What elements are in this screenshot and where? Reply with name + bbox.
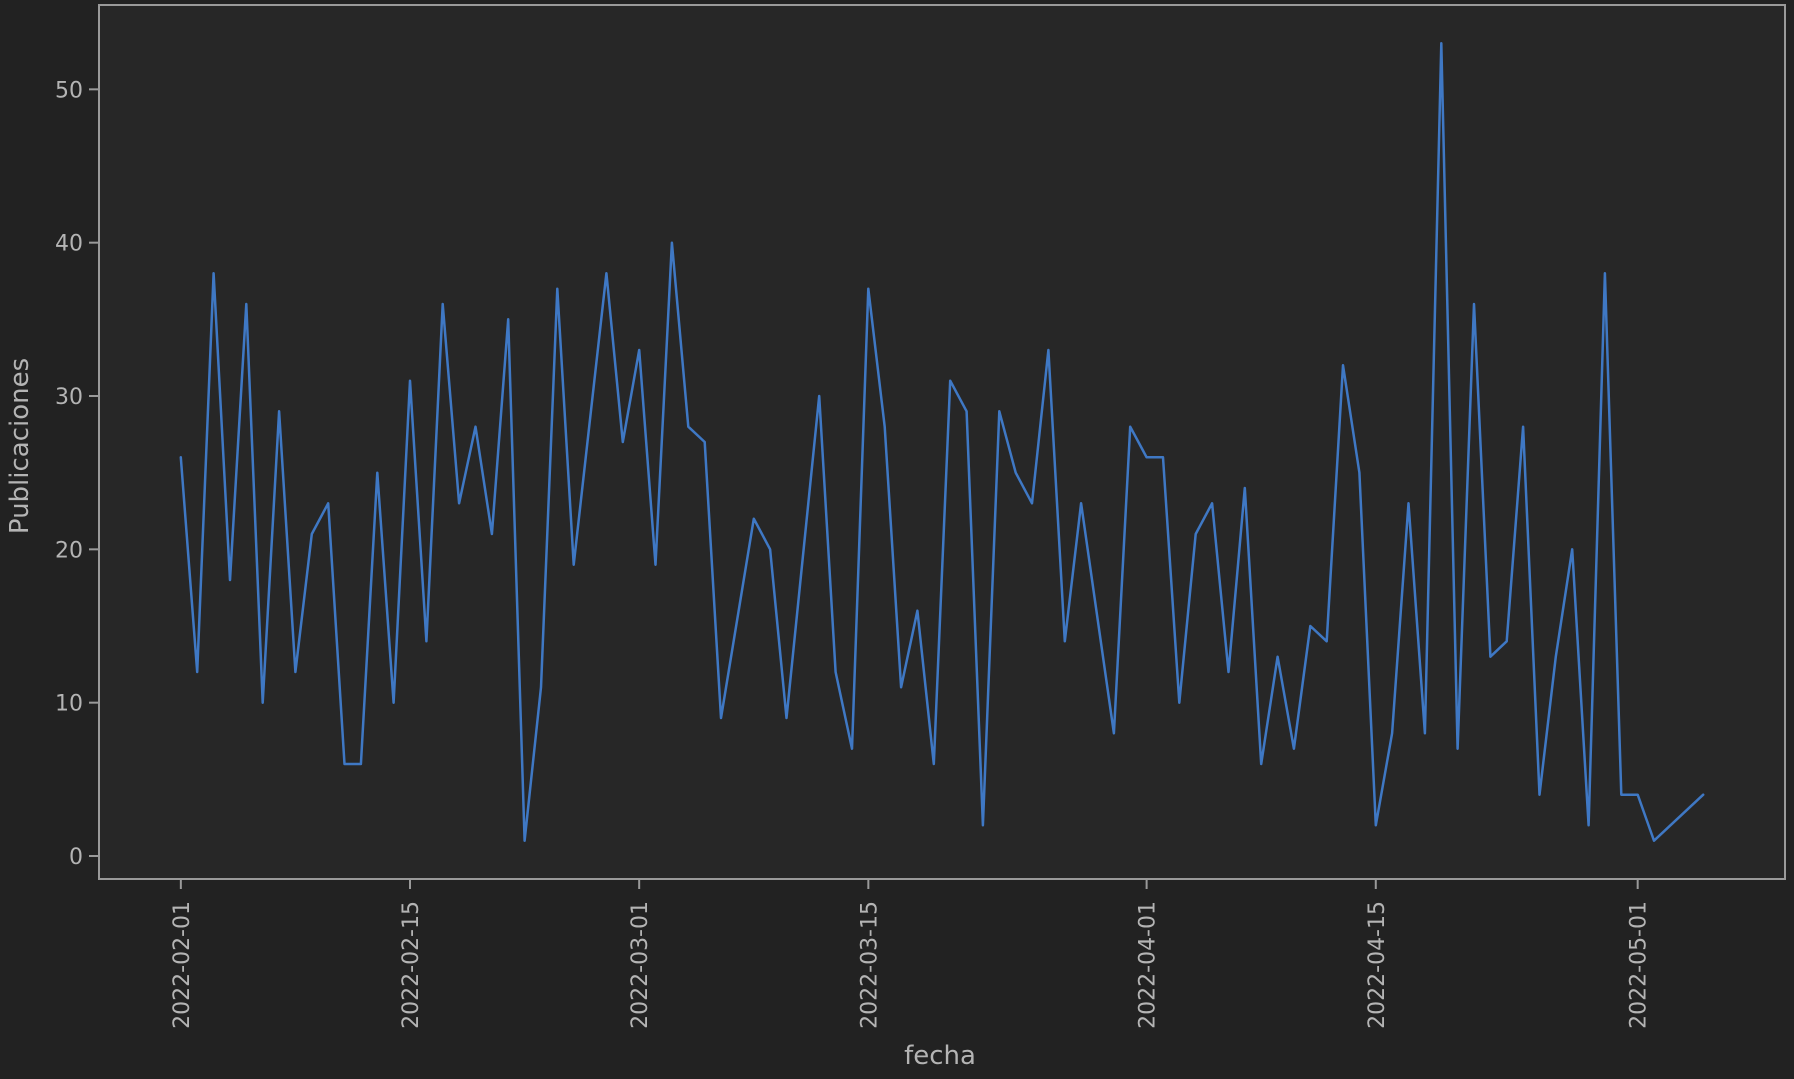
x-tick-label: 2022-02-01: [170, 901, 195, 1029]
y-tick-label: 20: [55, 538, 83, 563]
x-axis: 2022-02-01 2022-02-15 2022-03-01 2022-03-15…: [170, 879, 1652, 1029]
x-tick-label: 2022-03-15: [857, 901, 882, 1029]
x-tick-label: 2022-02-15: [399, 901, 424, 1029]
series-line: [179, 42, 1705, 842]
y-tick-label: 0: [69, 845, 83, 870]
y-tick-label: 40: [55, 232, 83, 257]
y-tick-label: 50: [55, 78, 83, 103]
x-tick-label: 2022-04-01: [1136, 901, 1161, 1029]
x-axis-label: fecha: [904, 1041, 976, 1071]
x-tick-label: 2022-03-01: [628, 901, 653, 1029]
y-axis: 0 10 20 30 40 50: [55, 78, 99, 870]
x-tick-label: 2022-04-15: [1365, 901, 1390, 1029]
y-tick-label: 10: [55, 692, 83, 717]
plot-area: [98, 4, 1786, 880]
y-tick-label: 30: [55, 385, 83, 410]
y-axis-label: Publicaciones: [5, 358, 35, 534]
x-tick-label: 2022-05-01: [1627, 901, 1652, 1029]
series-layer: [179, 42, 1705, 842]
